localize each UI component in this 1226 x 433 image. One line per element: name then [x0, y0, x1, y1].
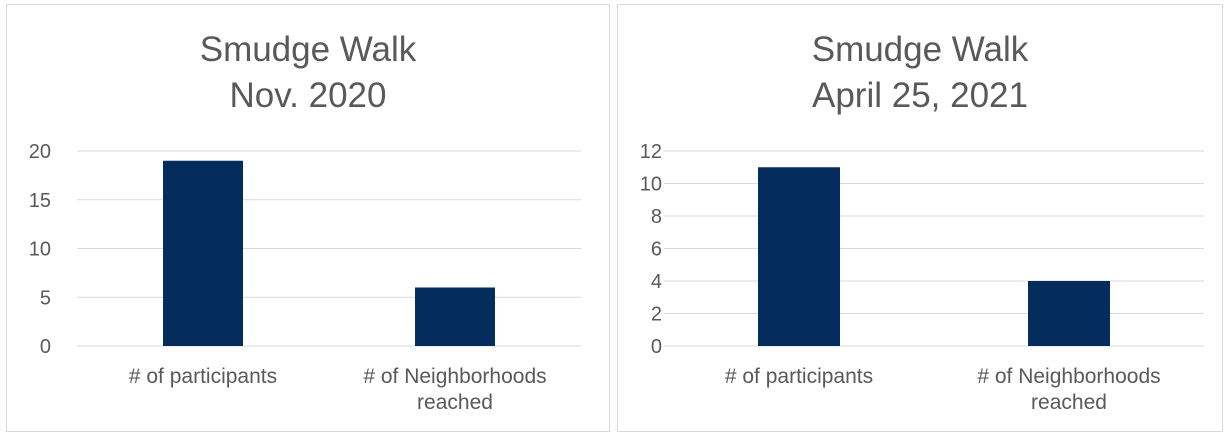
chart-title-line-2: April 25, 2021	[812, 76, 1028, 115]
y-tick-label: 2	[651, 304, 662, 326]
bar-chart-plot: 0 2 4 6 8 10 12 # of participants # of Neighborh…	[640, 141, 1204, 414]
chart-panel-nov-2020: Smudge Walk Nov. 2020 0 5 10 15 20 # of parti…	[6, 4, 610, 432]
bar	[1028, 281, 1110, 346]
bar-chart-plot: 0 5 10 15 20 # of participants # of Neighborho…	[29, 141, 581, 414]
y-tick-label: 8	[651, 206, 662, 228]
category-label: reached	[417, 391, 493, 414]
y-tick-label: 0	[651, 336, 662, 358]
bar	[758, 167, 840, 346]
chart-title-line-1: Smudge Walk	[199, 30, 417, 69]
chart-title: Smudge Walk April 25, 2021	[618, 27, 1222, 119]
y-tick-label: 6	[651, 239, 662, 261]
y-tick-label: 12	[640, 141, 662, 163]
y-tick-label: 5	[40, 287, 51, 309]
bar	[163, 160, 243, 346]
chart-title-line-2: Nov. 2020	[229, 76, 387, 115]
chart-panel-april-2021: Smudge Walk April 25, 2021 0 2 4 6 8 10 12 # of…	[617, 4, 1223, 432]
y-tick-label: 0	[40, 336, 51, 358]
category-label: # of participants	[129, 365, 277, 388]
y-tick-label: 4	[651, 271, 662, 293]
category-label: # of Neighborhoods	[363, 365, 546, 388]
y-tick-label: 20	[29, 141, 51, 163]
y-tick-label: 10	[640, 174, 662, 196]
y-tick-label: 10	[29, 239, 51, 261]
category-label: reached	[1031, 391, 1107, 414]
category-label: # of participants	[725, 365, 873, 388]
chart-title: Smudge Walk Nov. 2020	[7, 27, 609, 119]
bar	[415, 287, 495, 346]
chart-title-line-1: Smudge Walk	[811, 30, 1029, 69]
y-tick-label: 15	[29, 190, 51, 212]
category-label: # of Neighborhoods	[977, 365, 1160, 388]
